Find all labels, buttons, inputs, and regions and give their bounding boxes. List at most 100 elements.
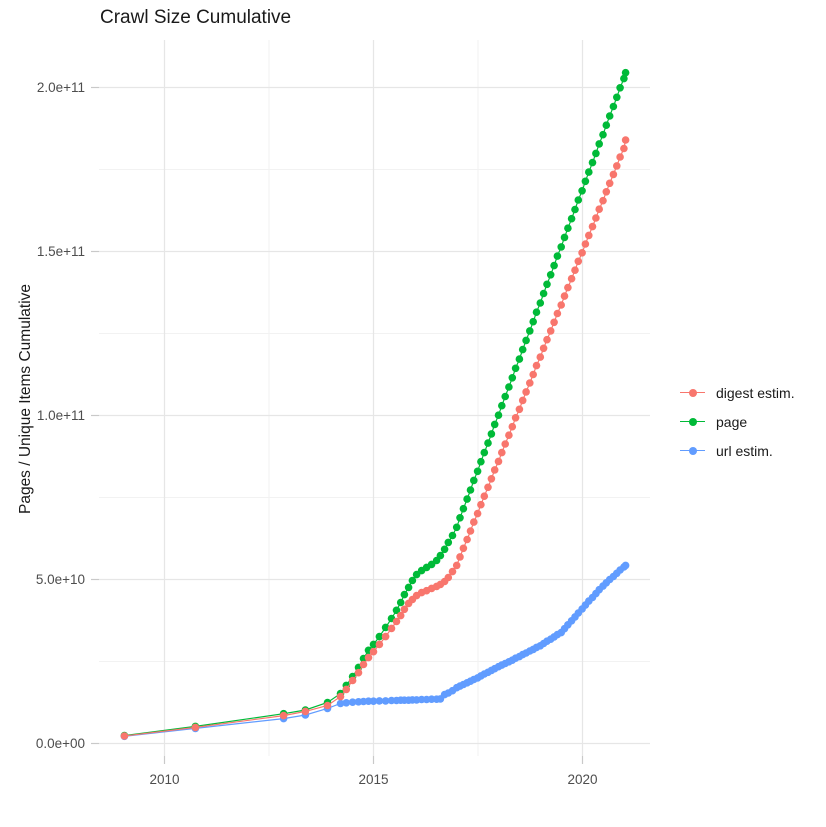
page-point: [605, 112, 614, 120]
digest estim.-point: [518, 396, 527, 405]
digest estim.-point: [396, 611, 405, 620]
legend-label: page: [716, 413, 748, 430]
page-point: [459, 504, 468, 513]
page-point: [508, 374, 517, 382]
legend-key-icon: [680, 386, 705, 400]
page-point: [494, 411, 503, 420]
page-point: [515, 355, 524, 363]
page-point: [392, 606, 401, 615]
digest estim.-point: [120, 732, 129, 740]
page-point: [498, 401, 506, 410]
page-point: [526, 327, 534, 335]
digest estim.-point: [609, 170, 618, 179]
digest estim.-point: [381, 632, 390, 641]
page-point: [375, 632, 384, 641]
page-point: [564, 224, 572, 232]
y-tick-label: 2.0e+11: [37, 80, 85, 95]
url estim.-point: [381, 697, 390, 705]
page-point: [456, 514, 464, 522]
page-point: [546, 271, 555, 279]
digest estim.-point: [599, 196, 607, 205]
digest estim.-point: [505, 431, 513, 440]
digest estim.-point: [571, 266, 579, 275]
digest estim.-point: [490, 466, 499, 474]
digest estim.-point: [564, 283, 572, 292]
legend-entry-page: page: [680, 407, 795, 436]
digest estim.-point: [392, 617, 401, 626]
digest estim.-point: [452, 561, 461, 570]
digest estim.-point: [532, 361, 541, 370]
x-tick-label: 2015: [358, 772, 388, 787]
digest estim.-point: [553, 309, 562, 318]
digest estim.-point: [444, 573, 453, 582]
page-point: [505, 383, 513, 391]
digest estim.-point: [508, 422, 517, 431]
digest estim.-point: [578, 249, 586, 257]
page-point: [620, 74, 628, 83]
legend-label: url estim.: [716, 442, 773, 459]
digest estim.-point: [543, 335, 551, 344]
digest estim.-point: [387, 624, 396, 633]
digest estim.-point: [557, 301, 565, 309]
page-point: [599, 130, 607, 139]
digest estim.-point: [522, 388, 530, 396]
digest estim.-point: [585, 231, 593, 240]
page-point: [539, 289, 548, 298]
page-point: [557, 243, 565, 251]
page-point: [567, 214, 576, 223]
digest estim.-point: [592, 214, 600, 222]
page-point: [396, 598, 405, 607]
x-tick-label: 2010: [149, 772, 179, 787]
page-point: [595, 140, 603, 148]
digest estim.-point: [498, 448, 506, 457]
url estim.-point: [348, 698, 357, 706]
page-point: [466, 486, 475, 494]
page-point: [480, 448, 489, 457]
legend-entry-url: url estim.: [680, 436, 795, 465]
digest estim.-point: [588, 222, 597, 231]
y-tick-label: 0.0e+00: [36, 736, 85, 751]
digest estim.-point: [336, 692, 345, 701]
digest estim.-point: [364, 653, 373, 662]
digest estim.-point: [620, 144, 628, 153]
chart-title: Crawl Size Cumulative: [100, 7, 292, 28]
digest estim.-point: [602, 188, 611, 196]
digest estim.-point: [470, 518, 478, 526]
page-point: [602, 121, 611, 129]
page-point: [501, 392, 510, 401]
page-point: [529, 317, 537, 326]
legend: digest estim. page url estim.: [680, 378, 795, 465]
digest estim.-point: [487, 475, 496, 483]
y-tick-label: 5.0e+10: [36, 572, 85, 587]
page-point: [588, 158, 597, 167]
digest estim.-point: [279, 711, 288, 720]
digest estim.-point: [560, 292, 569, 300]
digest estim.-point: [529, 370, 537, 379]
page-point: [518, 345, 527, 354]
page-point: [581, 177, 590, 186]
page-point: [400, 590, 409, 599]
digest estim.-point: [191, 723, 200, 732]
page-point: [522, 336, 530, 345]
digest estim.-point: [621, 136, 630, 144]
legend-entry-digest: digest estim.: [680, 378, 795, 407]
page-point: [532, 308, 541, 317]
page-point: [571, 205, 579, 214]
digest estim.-point: [456, 553, 464, 561]
page-point: [578, 187, 586, 195]
digest estim.-point: [375, 640, 384, 649]
page-point: [473, 467, 482, 476]
page-point: [490, 420, 499, 429]
y-axis-title: Pages / Unique Items Cumulative: [17, 283, 34, 515]
digest estim.-point: [480, 492, 489, 501]
digest estim.-point: [473, 509, 482, 518]
page-point: [470, 476, 478, 485]
digest estim.-point: [526, 379, 534, 387]
page-point: [536, 299, 545, 307]
page-point: [381, 623, 390, 632]
digest estim.-point: [567, 274, 576, 283]
digest estim.-point: [369, 647, 378, 656]
digest estim.-point: [354, 668, 363, 677]
y-tick-label: 1.0e+11: [37, 408, 85, 423]
page-point: [560, 233, 569, 242]
